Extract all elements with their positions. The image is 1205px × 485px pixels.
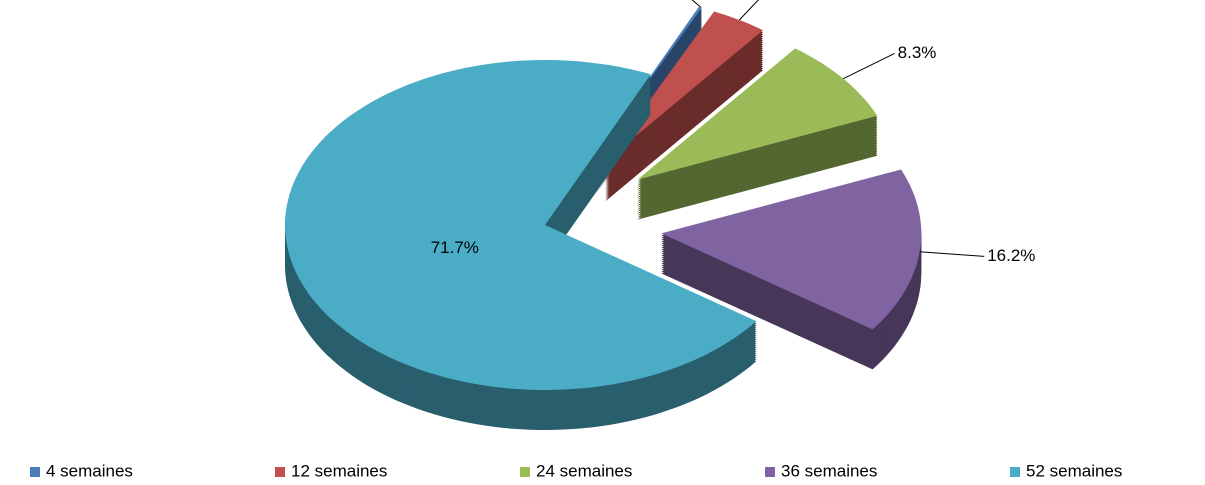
data-label: 8.3% (898, 43, 937, 62)
leader-line (919, 251, 985, 257)
legend-swatch (275, 467, 285, 477)
data-label: 16.2% (987, 246, 1035, 265)
legend-label: 12 semaines (291, 461, 387, 480)
legend-swatch (30, 467, 40, 477)
slice (637, 48, 878, 180)
leader-line (738, 0, 759, 21)
legend-label: 4 semaines (46, 461, 133, 480)
legend-swatch (765, 467, 775, 477)
legend-label: 36 semaines (781, 461, 877, 480)
leader-line (691, 0, 701, 8)
legend-label: 52 semaines (1026, 461, 1122, 480)
legend: 4 semaines 12 semaines 24 semaines 36 semai… (30, 461, 1122, 480)
slice (661, 169, 922, 330)
legend-swatch (1010, 467, 1020, 477)
legend-label: 24 semaines (536, 461, 632, 480)
data-label: 71.7% (431, 238, 479, 257)
slice (605, 11, 763, 162)
legend-swatch (520, 467, 530, 477)
leader-line (843, 52, 895, 80)
slice (285, 60, 757, 390)
